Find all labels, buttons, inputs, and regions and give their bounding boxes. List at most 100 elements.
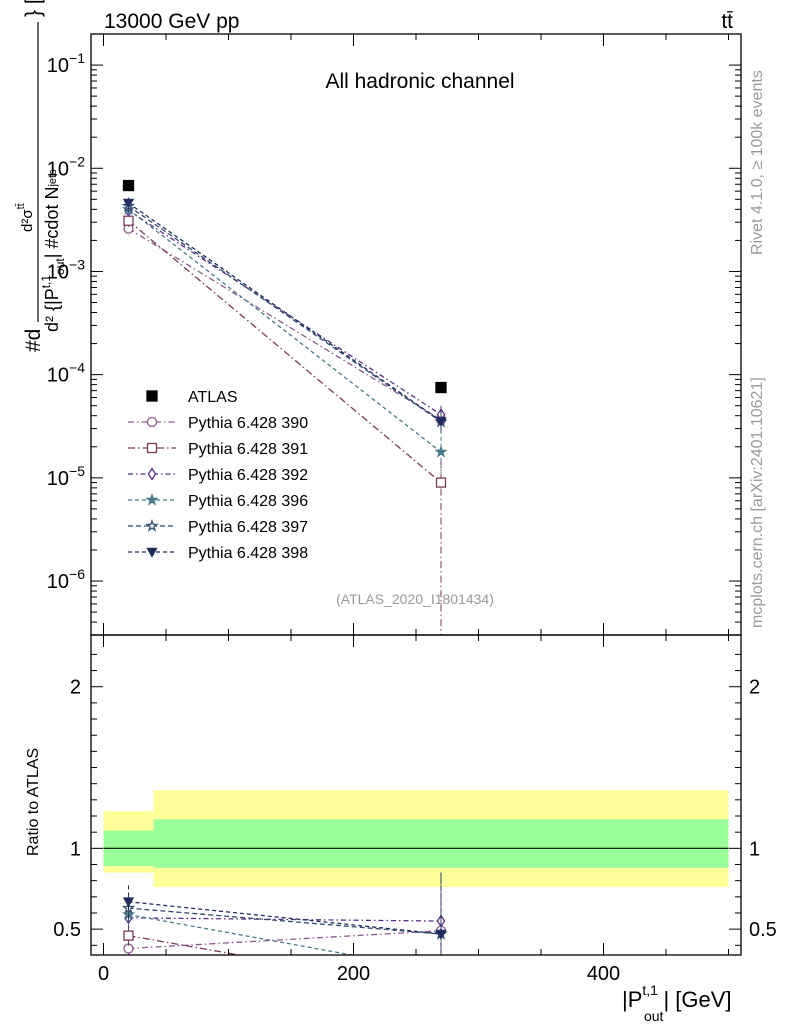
atlas-data-point — [435, 381, 447, 394]
legend-entry: Pythia 6.428 397 — [128, 518, 308, 536]
y-tick-label: 10−1 — [47, 50, 85, 77]
analysis-id: (ATLAS_2020_I1801434) — [336, 591, 494, 607]
marker-triangle — [146, 547, 158, 558]
legend-marker — [147, 467, 157, 481]
legend-label: Pythia 6.428 397 — [188, 519, 308, 536]
x-tick-label: 0 — [98, 963, 109, 985]
legend-marker — [146, 442, 158, 454]
series-pythia-6-428-391 — [123, 215, 447, 635]
marker-square — [146, 390, 158, 402]
ratio-data — [121, 872, 448, 975]
ratio-data-point — [122, 897, 135, 908]
ratio-series-6 — [122, 872, 447, 955]
series-pythia-6-428-390 — [123, 222, 447, 432]
ratio-series-line — [128, 901, 442, 935]
ratio-data-point — [123, 930, 134, 941]
legend-label: Pythia 6.428 392 — [188, 467, 308, 484]
marker-square — [123, 930, 134, 941]
x-tick-label: 200 — [337, 963, 370, 985]
ratio-series-2 — [123, 924, 442, 955]
legend-entry: Pythia 6.428 390 — [128, 415, 308, 432]
legend-label: Pythia 6.428 390 — [188, 415, 308, 432]
ratio-series-line — [128, 930, 442, 950]
ratio-data-point — [436, 966, 446, 975]
svg-text:d² {|Pt,1out| #cdot Njets: d² {|Pt,1out| #cdot Njets — [39, 169, 67, 332]
ratio-y-tick-label-right: 0.5 — [749, 919, 777, 941]
series-pythia-6-428-398 — [122, 197, 447, 434]
rivet-version-text: Rivet 4.1.0, ≥ 100k events — [749, 70, 766, 255]
svg-text:} [pb/GeV]: } [pb/GeV] — [22, 0, 45, 17]
ratio-series-line — [128, 934, 243, 955]
legend-label: Pythia 6.428 398 — [188, 545, 308, 562]
legend-label: Pythia 6.428 396 — [188, 493, 308, 510]
legend-label: ATLAS — [188, 389, 238, 406]
marker-square — [123, 215, 134, 226]
marker-triangle — [122, 198, 135, 209]
ratio-series-5 — [121, 877, 448, 955]
legend-entry: Pythia 6.428 398 — [128, 545, 308, 562]
legend-marker — [145, 492, 159, 506]
atlas-data-point — [122, 179, 135, 192]
data-point — [122, 198, 135, 209]
series-pythia-6-428-397 — [121, 199, 448, 434]
plot-title: All hadronic channel — [325, 70, 514, 93]
ratio-series-1 — [123, 874, 447, 955]
ratio-y-tick-label: 0.5 — [53, 919, 81, 941]
ratio-series-line — [128, 913, 356, 955]
legend: ATLAS Pythia 6.428 390 Pythia 6.428 391 Pyt… — [128, 389, 308, 562]
y-tick-label: 10−5 — [47, 463, 85, 490]
ratio-y-axis-label: Ratio to ATLAS — [25, 748, 42, 856]
legend-marker — [146, 547, 158, 558]
marker-diamond — [147, 467, 157, 481]
ratio-panel: 0 200 400 0.5 0.5 1 1 2 2 — [53, 634, 777, 985]
ratio-y-tick-label-right: 2 — [749, 677, 760, 699]
legend-label: Pythia 6.428 391 — [188, 441, 308, 458]
marker-circle — [146, 416, 158, 428]
marker-triangle — [435, 929, 447, 940]
marker-star — [436, 966, 446, 975]
ratio-series-line — [128, 907, 442, 935]
svg-text:|Pt,1out| [GeV]: |Pt,1 out| [GeV] — [622, 982, 732, 1024]
marker-triangle — [435, 416, 447, 427]
marker-square — [122, 179, 135, 192]
marker-star — [434, 444, 448, 458]
x-axis-label: |Pt,1 out| [GeV] — [622, 982, 732, 1024]
marker-square — [435, 477, 447, 488]
legend-entry: ATLAS — [146, 389, 238, 406]
series-atlas — [122, 179, 447, 394]
process-label: tt̄ — [721, 10, 733, 33]
marker-star — [145, 492, 159, 506]
ratio-y-tick-label-right: 1 — [749, 838, 760, 860]
legend-entry: Pythia 6.428 396 — [128, 492, 308, 510]
legend-marker — [145, 518, 159, 532]
main-panel: 10−610−510−410−310−210−1 — [47, 33, 742, 636]
data-point — [435, 416, 447, 427]
main-data — [121, 179, 448, 635]
ratio-y-tick-label: 2 — [70, 677, 81, 699]
energy-label: 13000 GeV pp — [104, 10, 239, 33]
ratio-bands — [103, 790, 729, 888]
band-inner — [153, 819, 729, 868]
ratio-series-line — [128, 917, 442, 922]
legend-entry: Pythia 6.428 391 — [128, 441, 308, 458]
legend-marker — [146, 390, 158, 402]
y-tick-label: 10−4 — [47, 360, 85, 387]
marker-triangle — [122, 897, 135, 908]
svg-text:d²σtt̄: d²σtt̄ — [15, 203, 36, 232]
svg-text:#d: #d — [22, 329, 45, 352]
marker-square — [146, 442, 158, 454]
ratio-series-4 — [121, 901, 446, 975]
data-point — [435, 477, 447, 488]
series-pythia-6-428-396 — [121, 202, 448, 474]
series-line — [128, 228, 442, 421]
mcplots-text: mcplots.cern.ch [arXiv:2401.10621] — [749, 377, 766, 628]
series-line — [128, 202, 442, 422]
ratio-y-tick-label: 1 — [70, 838, 81, 860]
series-line — [128, 220, 442, 484]
y-tick-label: 10−6 — [47, 566, 85, 593]
legend-entry: Pythia 6.428 392 — [128, 467, 308, 484]
x-tick-label: 400 — [587, 963, 620, 985]
legend-marker — [146, 416, 158, 428]
data-point — [434, 444, 448, 458]
